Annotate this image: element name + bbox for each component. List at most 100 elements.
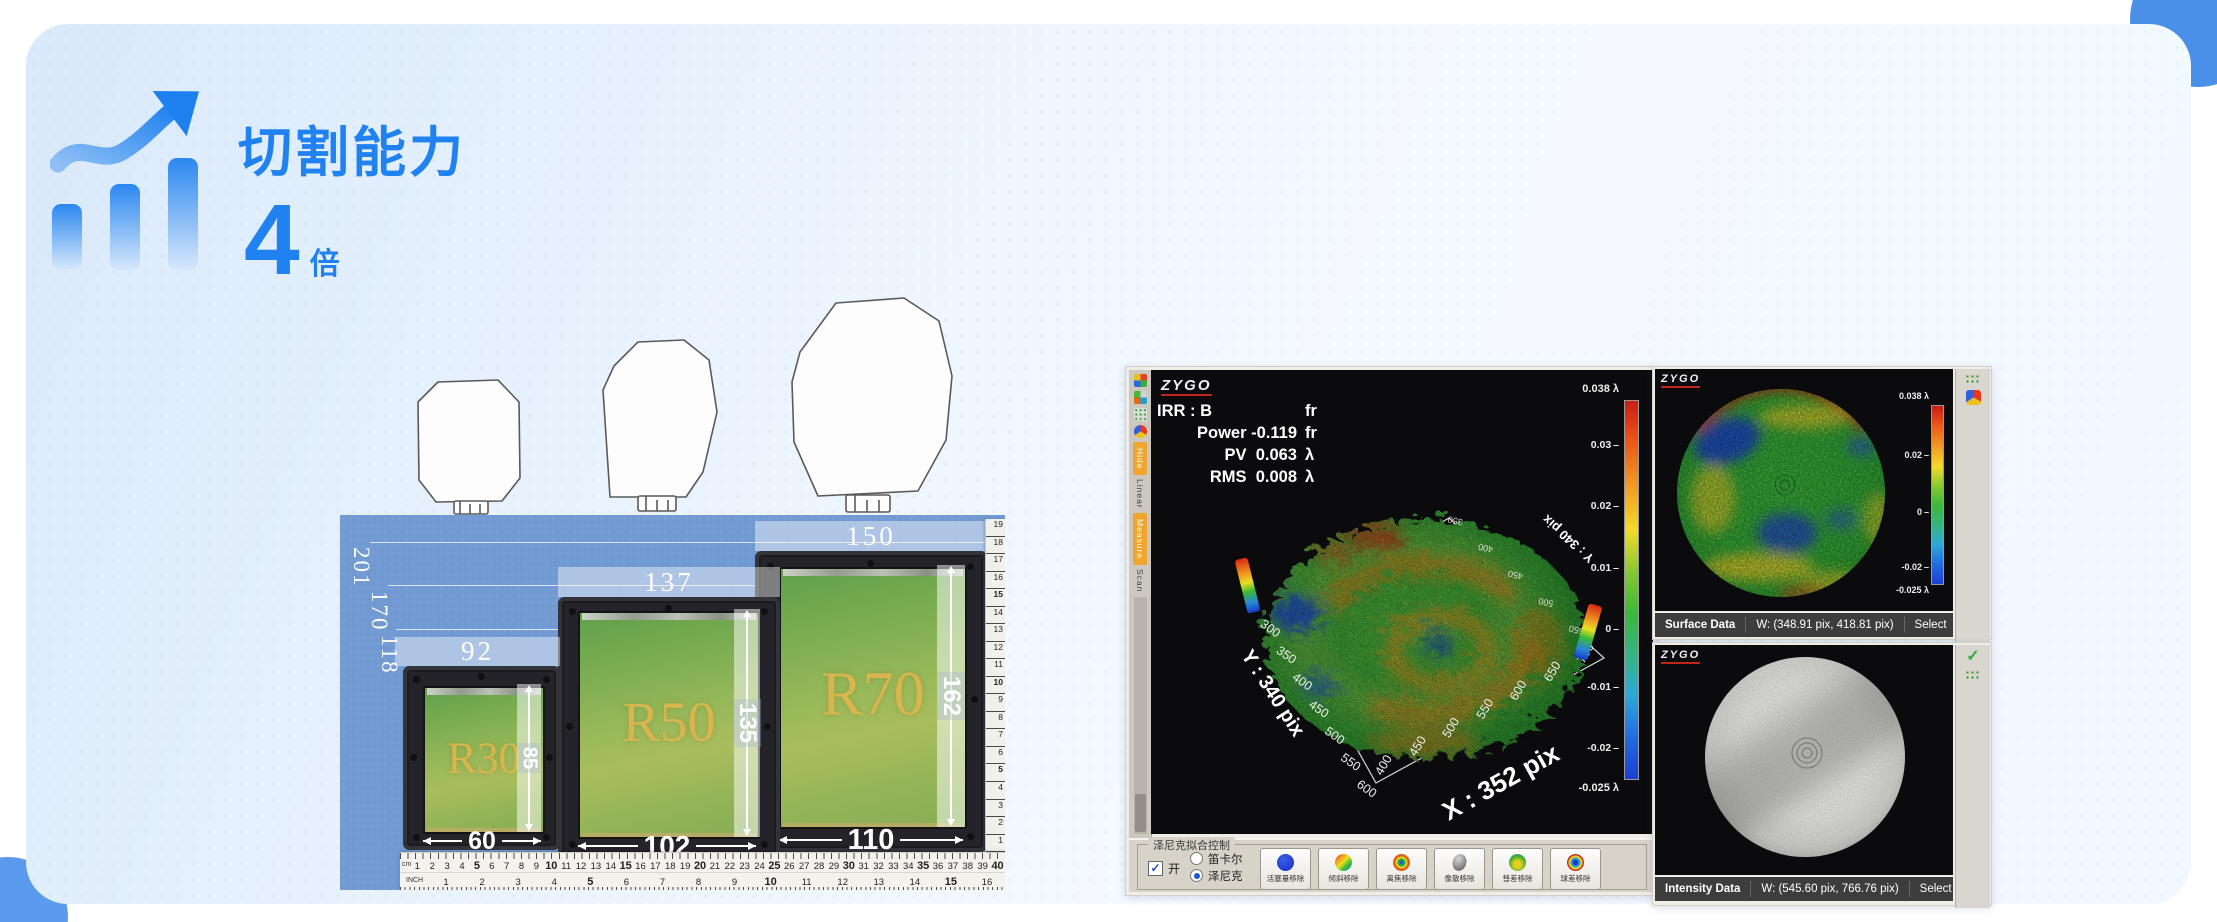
- ruler-number: 10: [986, 676, 1005, 695]
- status-coordinates: W: (348.91 pix, 418.81 pix): [1746, 617, 1905, 633]
- ruler-number: 34: [903, 861, 914, 872]
- colorbar-tick: 0.01: [1591, 562, 1619, 574]
- scan-label[interactable]: Scan: [1135, 569, 1145, 593]
- status-title: Intensity Data: [1655, 881, 1752, 897]
- readout-row: RMS 0.008 λ: [1209, 468, 1315, 486]
- ruler-number: 28: [813, 861, 825, 872]
- grid-tool-icon[interactable]: [1133, 408, 1147, 421]
- intensity-panel-toolbar: ✓: [1955, 645, 1990, 908]
- intensity-map-graphic: [1705, 657, 1905, 857]
- ruler-cm-row: cm 1 2 3 4 5 6 7 8 9 10 11 12 13 14 15 16 17 18 19 20 21 22 23…: [400, 853, 1005, 872]
- height-colorbar: [1624, 400, 1639, 780]
- zernike-remove-button[interactable]: 离焦移除: [1376, 848, 1427, 890]
- surface-3d-plot: 400450500550600650700 X : 352 pix 300350…: [1179, 448, 1649, 834]
- surface-status-bar: Surface Data W: (348.91 pix, 418.81 pix)…: [1655, 613, 1953, 637]
- ruler-inch-row: INCH 1 2 3 4 5 6 7 8 9 10 11 12 13 14 15 16: [400, 872, 1005, 890]
- colorbar-tick: 0.02: [1591, 500, 1619, 512]
- zernike-remove-button[interactable]: 活塞量移除: [1260, 848, 1311, 890]
- ruler-number: 21: [709, 861, 721, 872]
- sidebar-scrollbar[interactable]: [1133, 596, 1147, 834]
- grid-icon[interactable]: [1965, 670, 1981, 680]
- ruler-number: 1: [986, 834, 1005, 853]
- zernike-remove-button[interactable]: 球差移除: [1550, 848, 1601, 890]
- ruler-cm-unit: cm: [402, 861, 412, 868]
- app-tool-icon[interactable]: [1133, 374, 1147, 387]
- cube-icon[interactable]: [1965, 390, 1981, 405]
- surface-colorbar-max: 0.038 λ: [1898, 391, 1929, 401]
- ruler-number: 30: [842, 860, 855, 872]
- measure-button[interactable]: Measure: [1133, 513, 1147, 566]
- surface-colorbar-ticks: 0.02 0 -0.02: [1885, 405, 1929, 583]
- app-tool-icon[interactable]: [1133, 391, 1147, 404]
- height-value: 135: [733, 698, 761, 748]
- crystal-outline-drawings: [417, 297, 953, 515]
- check-icon[interactable]: ✓: [1966, 648, 1980, 665]
- readout-row: PV 0.063 λ: [1224, 446, 1315, 464]
- ruler-number: 23: [739, 861, 750, 872]
- page-title: 切割能力: [238, 123, 466, 183]
- checkbox-icon[interactable]: ✓: [1148, 861, 1163, 876]
- ruler-number: 7: [659, 877, 666, 888]
- ruler-number: 9: [731, 877, 738, 888]
- vertical-ruler: 19 18 17 16 15 14 13 12 11 10 9 8 7 6 5 4 3 2 1: [985, 519, 1005, 853]
- intensity-status-bar: Intensity Data W: (545.60 pix, 766.76 pi…: [1655, 877, 1953, 901]
- ruler-number: 16: [981, 877, 993, 888]
- height-value: 162: [937, 671, 965, 721]
- radio-cartesian[interactable]: 笛卡尔: [1190, 850, 1243, 867]
- linear-label[interactable]: Linear: [1135, 479, 1145, 510]
- radio-zernike[interactable]: 泽尼克: [1190, 867, 1243, 884]
- ruler-number: 29: [828, 861, 840, 872]
- width-value: 92: [461, 636, 494, 666]
- hide-button[interactable]: Hide: [1133, 442, 1147, 476]
- surface-screen: ZYGO 0.038 λ 0.02 0 -0.02 -0.025 λ: [1655, 369, 1953, 611]
- wafer-size-photo: 201 170 118 150 R70 162 110 137 R50: [340, 515, 1005, 890]
- radio-icon[interactable]: [1190, 852, 1203, 865]
- ruler-number: 6: [489, 861, 495, 872]
- multiplier-value: 4 倍: [244, 190, 340, 290]
- select-button[interactable]: Select: [1919, 883, 1952, 895]
- zernike-term-icon: [1393, 854, 1410, 871]
- dimension-170: 170: [367, 591, 392, 632]
- horizontal-ruler: cm 1 2 3 4 5 6 7 8 9 10 11 12 13 14 15 16 17 18 19 20 21 22 23…: [400, 852, 1005, 890]
- chart-tool-icon[interactable]: [1133, 425, 1147, 438]
- radio-icon-selected[interactable]: [1190, 869, 1203, 882]
- select-button[interactable]: Select: [1914, 619, 1947, 631]
- zernike-remove-button[interactable]: 彗差移除: [1492, 848, 1543, 890]
- height-dimension-r30: 85: [517, 684, 541, 832]
- surface-colorbar: [1931, 405, 1944, 585]
- surface-3d-graphic: [1259, 513, 1606, 784]
- ruler-number: 14: [986, 606, 1005, 625]
- ruler-number: 16: [986, 571, 1005, 590]
- grid-icon[interactable]: [1965, 374, 1981, 384]
- ruler-number: 12: [986, 641, 1005, 660]
- ruler-number: 17: [650, 861, 661, 872]
- zernike-remove-button[interactable]: 像散移除: [1434, 848, 1485, 890]
- wafer-label-r50: R50: [622, 691, 716, 754]
- dimension-line-170: [388, 585, 900, 586]
- ruler-number: 26: [784, 861, 795, 872]
- ruler-number: 14: [909, 877, 921, 888]
- ruler-number: 37: [947, 861, 959, 872]
- colorbar-min: -0.025 λ: [1578, 782, 1619, 794]
- zernike-term-icon: [1567, 854, 1584, 871]
- ruler-number: 10: [764, 876, 777, 888]
- ruler-number: 33: [888, 861, 899, 872]
- ruler-number: 2: [429, 861, 435, 872]
- ruler-number: 5: [986, 764, 1005, 782]
- dimension-line-201: [370, 542, 1002, 543]
- ruler-number: 24: [754, 861, 765, 872]
- zernike-term-icon: [1509, 854, 1526, 871]
- ruler-number: 15: [619, 860, 632, 872]
- ruler-number: 2: [479, 877, 485, 888]
- ruler-number: 2: [986, 817, 1005, 835]
- surface-data-panel: ZYGO 0.038 λ 0.02 0 -0.02 -0.025 λ Surface…: [1652, 366, 1992, 642]
- width-band-r50: 137: [558, 567, 780, 597]
- zernike-remove-button[interactable]: 倾斜移除: [1318, 848, 1369, 890]
- ruler-number: 12: [837, 877, 848, 888]
- ruler-number: 8: [986, 711, 1005, 730]
- ruler-number: 20: [693, 860, 707, 872]
- ruler-number: 11: [801, 877, 812, 888]
- ruler-number: 36: [932, 861, 944, 872]
- enable-checkbox[interactable]: ✓ 开: [1148, 860, 1180, 877]
